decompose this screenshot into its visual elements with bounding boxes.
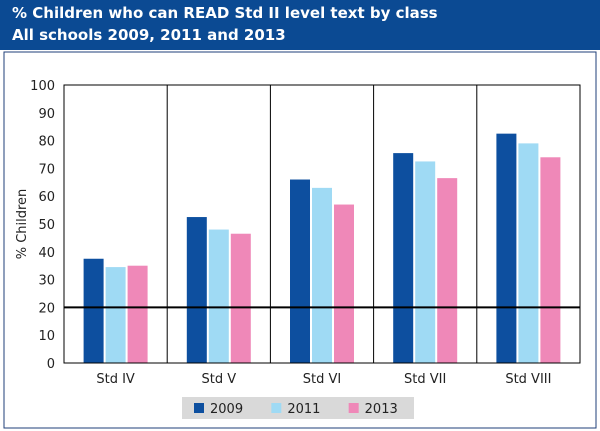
legend-label-2011: 2011 [287, 402, 320, 417]
y-tick-label: 10 [38, 329, 55, 344]
y-tick-label: 20 [38, 301, 55, 316]
plot-area-border [63, 84, 581, 364]
legend: 2009 2011 2013 [182, 397, 414, 419]
bar-2011-std-vi [312, 187, 332, 363]
chart-outer-border [3, 51, 597, 429]
y-axis-label: % Children [15, 189, 30, 260]
chart-subtitle: All schools 2009, 2011 and 2013 [12, 26, 286, 44]
chart-header: % Children who can READ Std II level tex… [0, 0, 600, 50]
y-tick-label: 70 [38, 162, 55, 177]
bar-2013-std-v [230, 233, 251, 363]
bar-2011-std-viii [518, 143, 539, 363]
legend-background [182, 397, 414, 419]
bar-2011-std-vii [415, 161, 436, 363]
y-axis-tick-labels: 0 10 20 30 40 50 60 70 80 90 100 [30, 79, 55, 372]
y-tick-label: 40 [38, 246, 55, 261]
y-tick-label: 60 [38, 190, 55, 205]
y-tick-label: 0 [47, 357, 55, 372]
x-axis-tick-labels: Std IV Std V Std VI Std VII Std VIII [96, 372, 551, 387]
legend-swatch-2011 [271, 403, 282, 413]
chart-title: % Children who can READ Std II level tex… [12, 4, 438, 22]
x-tick-label: Std V [201, 372, 236, 387]
legend-swatch-2013 [348, 403, 359, 413]
legend-swatch-2009 [194, 403, 204, 413]
category-separators [166, 85, 478, 363]
bar-2013-std-viii [540, 157, 561, 363]
bar-2009-std-viii [496, 133, 517, 363]
bar-2011-std-v [208, 229, 229, 363]
x-tick-label: Std VI [303, 372, 341, 387]
x-tick-label: Std VII [404, 372, 446, 387]
y-tick-label: 90 [38, 107, 55, 122]
bars [83, 133, 561, 363]
bar-2009-std-v [186, 217, 207, 363]
legend-label-2013: 2013 [365, 402, 398, 417]
bar-2011-std-iv [105, 267, 126, 363]
legend-label-2009: 2009 [210, 402, 243, 417]
x-tick-label: Std IV [96, 372, 135, 387]
bar-2013-std-vii [437, 178, 458, 363]
y-tick-label: 100 [30, 79, 55, 94]
bar-2013-std-iv [127, 265, 148, 363]
y-tick-label: 30 [38, 274, 55, 289]
bar-2009-std-vii [393, 153, 414, 363]
bar-2009-std-iv [83, 258, 104, 363]
x-tick-label: Std VIII [505, 372, 551, 387]
y-tick-label: 50 [38, 218, 55, 233]
bar-2009-std-vi [290, 179, 310, 363]
bar-chart: 0 10 20 30 40 50 60 70 80 90 100 % Children Std IV… [0, 50, 600, 431]
bar-2013-std-vi [334, 204, 354, 363]
y-tick-label: 80 [38, 135, 55, 150]
